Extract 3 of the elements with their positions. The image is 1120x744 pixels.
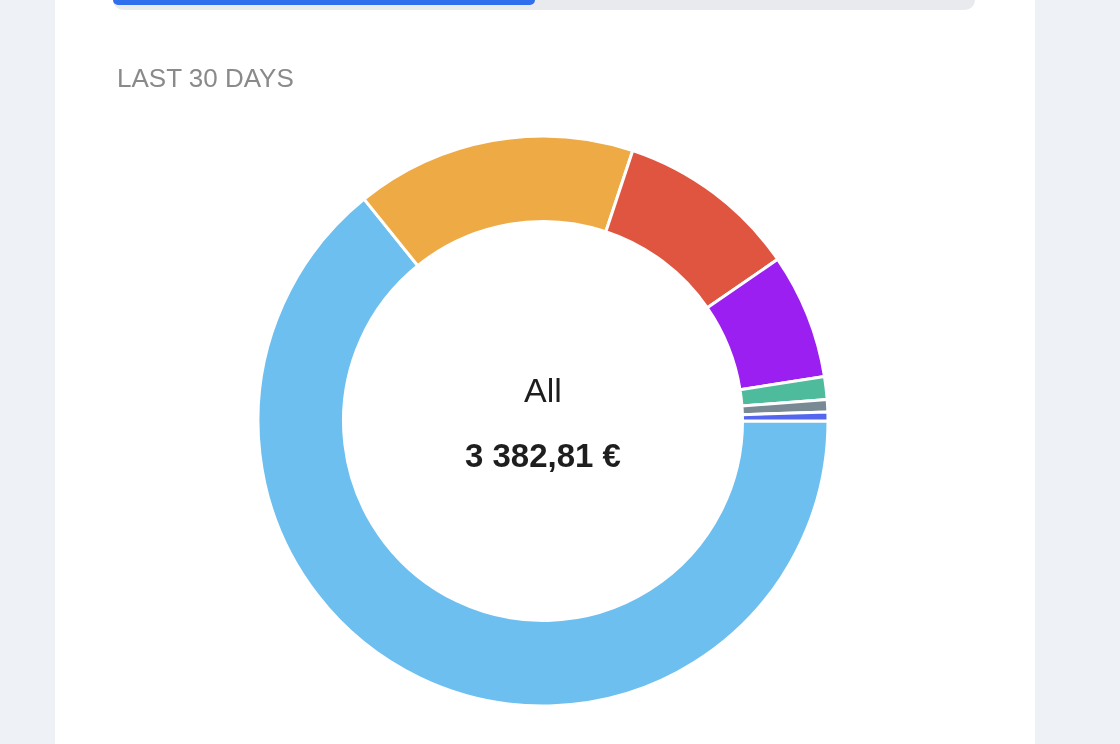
chart-title: LAST 30 DAYS (117, 63, 294, 94)
text: 3 382,81 € (465, 437, 621, 474)
text: All (524, 371, 562, 409)
